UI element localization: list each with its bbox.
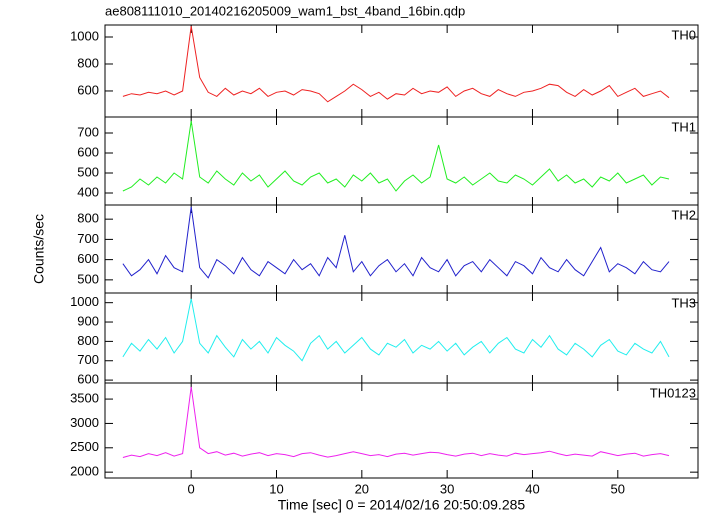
panel-frame [104, 382, 699, 479]
y-tick-label: 1000 [70, 294, 99, 309]
y-tick-label: 600 [77, 144, 99, 159]
y-tick-label: 1000 [70, 28, 99, 43]
x-tick-label: 10 [269, 481, 283, 496]
y-tick-label: 800 [77, 211, 99, 226]
panel-label: TH2 [671, 207, 696, 222]
x-tick-label: 40 [525, 481, 539, 496]
chart-title: ae808111010_20140216205009_wam1_bst_4ban… [105, 3, 465, 18]
y-tick-label: 2000 [70, 464, 99, 479]
y-tick-label: 3500 [70, 391, 99, 406]
light-curve [122, 386, 670, 458]
panel-frame [104, 292, 699, 384]
y-tick-label: 600 [77, 251, 99, 266]
y-tick-label: 700 [77, 124, 99, 139]
y-tick-label: 2500 [70, 439, 99, 454]
y-tick-label: 800 [77, 333, 99, 348]
panel-label: TH3 [671, 295, 696, 310]
y-tick-label: 600 [77, 82, 99, 97]
y-tick-label: 600 [77, 372, 99, 387]
panel-label: TH0123 [650, 385, 696, 400]
light-curve [122, 206, 670, 279]
y-tick-label: 700 [77, 231, 99, 246]
panel-frame [104, 204, 699, 294]
panel-frame [104, 116, 699, 206]
y-tick-label: 500 [77, 164, 99, 179]
light-curve [122, 26, 670, 103]
x-tick-label: 30 [440, 481, 454, 496]
y-tick-label: 400 [77, 184, 99, 199]
light-curve [122, 298, 670, 362]
x-tick-label: 0 [188, 481, 195, 496]
x-tick-label: 50 [611, 481, 625, 496]
panel-label: TH0 [671, 27, 696, 42]
y-tick-label: 500 [77, 271, 99, 286]
y-tick-label: 900 [77, 313, 99, 328]
x-axis-label: Time [sec] 0 = 2014/02/16 20:50:09.285 [278, 497, 526, 513]
panel-frame [104, 24, 699, 118]
y-tick-label: 800 [77, 55, 99, 70]
y-tick-label: 700 [77, 352, 99, 367]
panel-label: TH1 [671, 119, 696, 134]
light-curve [122, 120, 670, 192]
x-tick-label: 20 [355, 481, 369, 496]
y-tick-label: 3000 [70, 415, 99, 430]
y-axis-label: Counts/sec [31, 214, 47, 284]
